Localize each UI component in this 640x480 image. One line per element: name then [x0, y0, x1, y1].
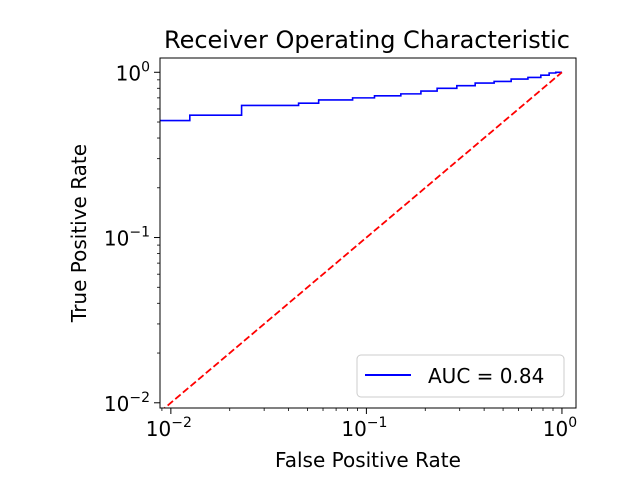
y-tick-label-1: 10−1: [104, 225, 150, 251]
roc-curve-line: [160, 71, 562, 122]
legend-label-auc: AUC = 0.84: [428, 364, 544, 388]
y-tick-label-0: 10−2: [104, 390, 150, 416]
chance-diagonal-line: [163, 71, 563, 408]
axes: 10−2 10−1 100 10−2 10−1 100: [104, 59, 577, 441]
plot-border: [159, 57, 577, 409]
y-axis-label: True Positive Rate: [67, 144, 91, 323]
legend-box: [356, 354, 565, 398]
x-tick-label-2: 100: [543, 415, 577, 441]
legend: AUC = 0.84: [356, 354, 565, 398]
chart-title: Receiver Operating Characteristic: [164, 26, 570, 54]
x-axis-label: False Positive Rate: [275, 448, 461, 472]
y-tick-label-2: 100: [116, 59, 150, 85]
x-tick-label-1: 10−1: [341, 415, 387, 441]
plot-area: [160, 71, 563, 408]
x-tick-label-0: 10−2: [146, 415, 192, 441]
